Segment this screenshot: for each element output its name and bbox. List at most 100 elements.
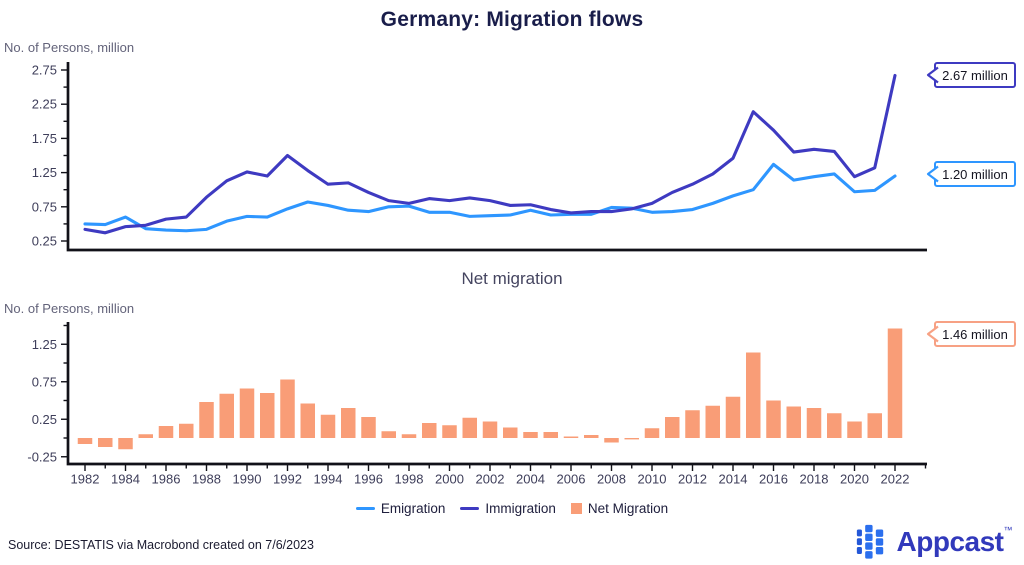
net-migration-bar-2012 [685, 410, 700, 438]
net-migration-bar-2000 [442, 425, 457, 438]
logo-square [864, 551, 873, 559]
migration-flows-line-chart: 0.25 0.75 1.25 1.75 2.25 2.75 [32, 62, 927, 252]
net-migration-bar-1983 [98, 438, 113, 447]
net-migration-bar-2013 [705, 405, 720, 438]
emigration-value-callout: 1.20 million [926, 161, 1016, 187]
callout-arrow-icon [926, 325, 939, 343]
net-migration-bar-chart: -0.25 0.25 0.75 1.25 1982 1984 1986 1988 1990 199… [27, 322, 927, 487]
y-tick-label: 1.25 [32, 337, 57, 352]
net-migration-bar-1987 [179, 423, 194, 438]
net-migration-bar-2011 [665, 417, 680, 438]
x-tick-label: 2014 [719, 472, 748, 487]
net-migration-bar-1984 [118, 438, 133, 450]
net-migration-bar-2018 [806, 408, 822, 438]
logo-square [864, 524, 873, 533]
net-migration-bar-2005 [543, 432, 558, 438]
logo-square [875, 547, 883, 555]
net-migration-bar-2020 [847, 421, 862, 438]
net-migration-bar-2001 [462, 417, 477, 438]
net-migration-bar-2022 [887, 328, 903, 438]
y-tick-label: 0.75 [32, 374, 57, 389]
y-tick-label: 0.25 [32, 234, 57, 249]
y-tick-label: 2.75 [32, 63, 57, 78]
bottom-chart-y-axis-label: No. of Persons, million [4, 301, 135, 316]
logo-square [875, 529, 883, 537]
y-tick-label: 2.25 [32, 97, 57, 112]
bottom-chart-axes [66, 322, 927, 466]
net-migration-bar-1986 [158, 426, 174, 438]
net-migration-bar-1994 [320, 414, 336, 438]
net-migration-bar-1991 [260, 393, 275, 438]
net-migration-bar-1990 [239, 388, 255, 438]
top-chart-axes [66, 62, 927, 252]
net-migration-bar-1985 [138, 434, 153, 438]
net-migration-bar-2004 [523, 432, 538, 438]
net-migration-bar-2021 [867, 413, 882, 438]
source-attribution: Source: DESTATIS via Macrobond created o… [8, 538, 314, 552]
x-tick-label: 1992 [273, 472, 302, 487]
net-migration-bar-2016 [766, 400, 781, 438]
net-migration-bar-1997 [381, 431, 396, 438]
logo-square [864, 542, 873, 550]
x-tick-label: 2010 [638, 472, 667, 487]
legend-label-immigration: Immigration [485, 501, 556, 516]
immigration-value-callout: 2.67 million [926, 62, 1016, 88]
x-tick-label: 1998 [395, 472, 424, 487]
immigration-callout-label: 2.67 million [942, 67, 1008, 83]
net-migration-value-callout: 1.46 million [926, 321, 1016, 347]
legend-label-net-migration: Net Migration [587, 501, 669, 516]
net-migration-bar-1989 [219, 393, 234, 438]
net-migration-bar-1992 [280, 379, 295, 438]
x-tick-label: 1990 [233, 472, 262, 487]
x-tick-label: 2000 [435, 472, 464, 487]
net-migration-bar-2010 [644, 428, 660, 438]
x-tick-label: 2006 [557, 472, 586, 487]
net-migration-square-swatch-icon [570, 503, 582, 514]
x-tick-label: 1988 [192, 472, 221, 487]
x-tick-label: 2002 [476, 472, 505, 487]
trademark-symbol: ™ [1003, 524, 1013, 535]
emigration-callout-label: 1.20 million [942, 166, 1008, 182]
net-migration-bar-1988 [199, 402, 214, 438]
net-migration-bar-1999 [422, 423, 437, 438]
logo-square [856, 538, 862, 546]
x-tick-label: 2012 [678, 472, 707, 487]
legend-item-net-migration: Net Migration [570, 501, 669, 516]
immigration-line [83, 73, 897, 235]
net-migration-bar-2008 [604, 438, 619, 443]
legend-item-immigration: Immigration [460, 501, 556, 516]
x-tick-label: 1994 [314, 472, 343, 487]
net-migration-bar-1982 [77, 438, 93, 444]
callout-arrow-icon [926, 165, 939, 183]
x-tick-label: 1996 [354, 472, 383, 487]
logo-square [856, 547, 862, 554]
page-title: Germany: Migration flows [380, 8, 644, 31]
logo-square [856, 529, 862, 537]
net-migration-bar-2019 [827, 413, 842, 438]
appcast-logo: Appcast™ [855, 520, 1012, 562]
x-tick-label: 2004 [516, 472, 545, 487]
x-tick-label: 2016 [759, 472, 788, 487]
y-tick-label: 1.75 [32, 131, 57, 146]
y-tick-label: 0.75 [32, 199, 57, 214]
chart-legend: Emigration Immigration Net Migration [0, 501, 1024, 516]
y-tick-label: -0.25 [27, 449, 57, 464]
net-callout-label: 1.46 million [942, 326, 1008, 342]
net-migration-bar-2014 [725, 396, 741, 438]
appcast-squares-icon [856, 524, 883, 559]
x-tick-label: 2020 [840, 472, 869, 487]
top-chart-y-axis-label: No. of Persons, million [4, 40, 135, 55]
net-migration-bar-1995 [341, 408, 356, 438]
net-migration-bar-2006 [563, 436, 579, 438]
x-tick-label: 2022 [881, 472, 910, 487]
logo-square [875, 538, 883, 546]
net-migration-bar-2002 [482, 421, 498, 438]
logo-square [864, 533, 873, 541]
emigration-line-swatch-icon [355, 506, 375, 511]
net-migration-bar-2009 [624, 438, 639, 440]
net-migration-bar-1996 [361, 417, 376, 438]
net-migration-bar-2003 [503, 427, 518, 438]
net-migration-bar-2007 [584, 435, 599, 438]
net-migration-bar-2015 [746, 352, 761, 438]
y-tick-label: 0.25 [32, 412, 57, 427]
